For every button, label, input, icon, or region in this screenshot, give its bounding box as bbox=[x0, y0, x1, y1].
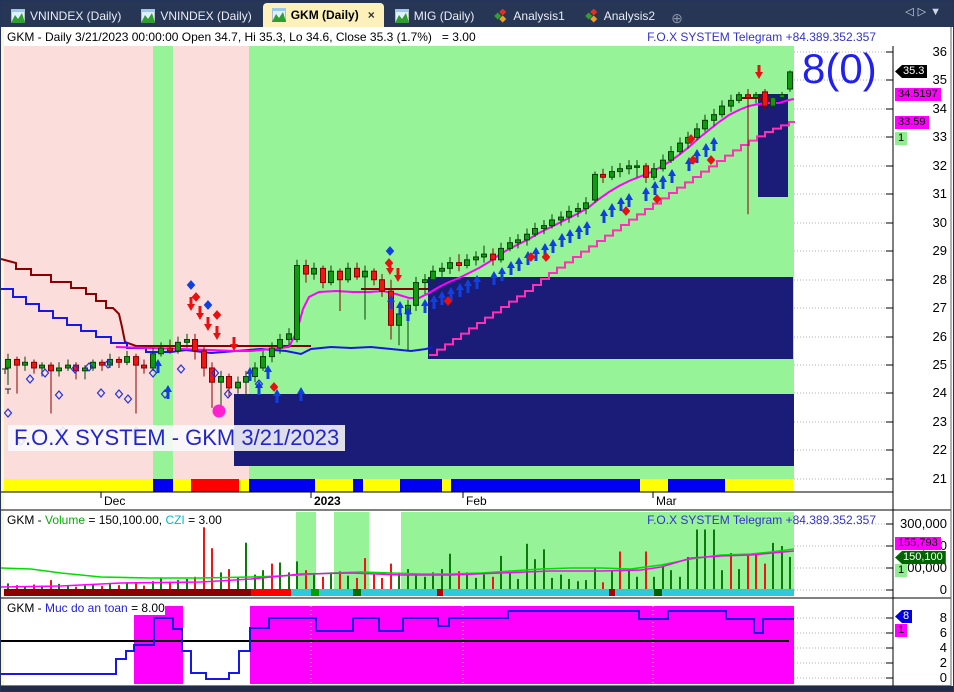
svg-text:36: 36 bbox=[933, 44, 947, 59]
volume-pane-title: GKM - Volume = 150,100.00, CZI = 3.00 bbox=[7, 513, 222, 527]
svg-text:29: 29 bbox=[933, 243, 947, 258]
tab-scroll-controls[interactable]: ◁▷▼ bbox=[905, 6, 945, 18]
fox-system-overlay: F.O.X SYSTEM - GKM 3/21/2023 bbox=[8, 425, 346, 451]
svg-text:21: 21 bbox=[933, 471, 947, 486]
tab-vnindex-daily[interactable]: VNINDEX (Daily) bbox=[132, 5, 260, 27]
safety-value-badge: 8 bbox=[895, 610, 913, 623]
volume-value-badge: 155,793 bbox=[895, 537, 941, 550]
svg-text:2: 2 bbox=[940, 655, 947, 670]
svg-text:26: 26 bbox=[933, 329, 947, 344]
price-value-badge: 34.5197 bbox=[895, 88, 941, 101]
main-pane-title: GKM - Daily 3/21/2023 00:00:00 Open 34.7… bbox=[7, 30, 476, 44]
tab-vnindex-daily[interactable]: VNINDEX (Daily) bbox=[2, 5, 130, 27]
tab-mig-daily[interactable]: MIG (Daily) bbox=[386, 5, 484, 27]
svg-text:31: 31 bbox=[933, 186, 947, 201]
svg-text:28: 28 bbox=[933, 272, 947, 287]
title-part: = 8.00 bbox=[127, 601, 165, 615]
tab-label: Analysis1 bbox=[513, 9, 565, 23]
svg-text:32: 32 bbox=[933, 158, 947, 173]
svg-text:4: 4 bbox=[940, 640, 947, 655]
title-part: GKM - bbox=[7, 513, 45, 527]
tab-label: VNINDEX (Daily) bbox=[30, 9, 122, 23]
title-part: Muc do an toan bbox=[45, 601, 128, 615]
svg-text:22: 22 bbox=[933, 442, 947, 457]
title-part: = 3.00 bbox=[184, 513, 222, 527]
svg-text:35: 35 bbox=[933, 72, 947, 87]
date-label: 2023 bbox=[314, 494, 341, 508]
analysis-tab-icon bbox=[494, 9, 507, 23]
chart-canvas[interactable]: 36353433323130292827262524232221300,0002… bbox=[1, 27, 954, 692]
tab-analysis1[interactable]: Analysis1 bbox=[485, 5, 573, 27]
chart-tab-icon bbox=[11, 9, 25, 23]
tab-analysis2[interactable]: Analysis2 bbox=[576, 5, 664, 27]
svg-text:24: 24 bbox=[933, 385, 947, 400]
date-label: Dec bbox=[104, 494, 126, 508]
analysis-tab-icon bbox=[584, 9, 597, 23]
tab-label: GKM (Daily) bbox=[290, 8, 359, 22]
svg-text:30: 30 bbox=[933, 215, 947, 230]
title-part: = 150,100.00, bbox=[85, 513, 166, 527]
safety-pane-title: GKM - Muc do an toan = 8.00 bbox=[7, 601, 165, 615]
svg-text:8: 8 bbox=[940, 610, 947, 625]
volume-value-badge: 150,100 bbox=[895, 551, 946, 564]
main-watermark: F.O.X SYSTEM Telegram +84.389.352.357 bbox=[647, 30, 876, 44]
chart-tab-icon bbox=[394, 9, 409, 23]
title-part: GKM - bbox=[7, 601, 45, 615]
tab-label: Analysis2 bbox=[603, 9, 656, 23]
chart-tab-icon bbox=[271, 8, 286, 22]
volume-value-badge: 1 bbox=[895, 564, 908, 577]
title-part: CZI bbox=[165, 513, 185, 527]
svg-text:300,000: 300,000 bbox=[900, 516, 947, 531]
tab-close-icon[interactable]: × bbox=[367, 8, 375, 22]
price-value-badge: 1 bbox=[895, 132, 908, 145]
tab-gkm-daily[interactable]: GKM (Daily) × bbox=[262, 3, 384, 27]
date-label: Feb bbox=[466, 494, 487, 508]
price-value-badge: 33.59 bbox=[895, 116, 929, 129]
tab-bar: VNINDEX (Daily) VNINDEX (Daily) GKM (Daily… bbox=[1, 1, 953, 27]
price-value-badge: 35.3 bbox=[895, 65, 928, 78]
signal-count-text: 8(0) bbox=[802, 45, 877, 92]
chart-tab-icon bbox=[141, 9, 156, 23]
volume-watermark: F.O.X SYSTEM Telegram +84.389.352.357 bbox=[647, 513, 876, 527]
title-part: Volume bbox=[45, 513, 86, 527]
svg-text:23: 23 bbox=[933, 414, 947, 429]
svg-text:6: 6 bbox=[940, 625, 947, 640]
date-label: Mar bbox=[656, 494, 677, 508]
svg-text:34: 34 bbox=[933, 101, 947, 116]
safety-value-badge: 1 bbox=[895, 624, 908, 637]
svg-text:25: 25 bbox=[933, 357, 947, 372]
tab-label: MIG (Daily) bbox=[413, 9, 475, 23]
svg-text:33: 33 bbox=[933, 129, 947, 144]
svg-text:0: 0 bbox=[940, 670, 947, 685]
tab-label: VNINDEX (Daily) bbox=[160, 9, 252, 23]
window-bottom-bar bbox=[1, 686, 953, 691]
svg-text:27: 27 bbox=[933, 300, 947, 315]
svg-text:0: 0 bbox=[940, 582, 947, 597]
new-tab-button[interactable]: ⊕ bbox=[671, 10, 683, 26]
